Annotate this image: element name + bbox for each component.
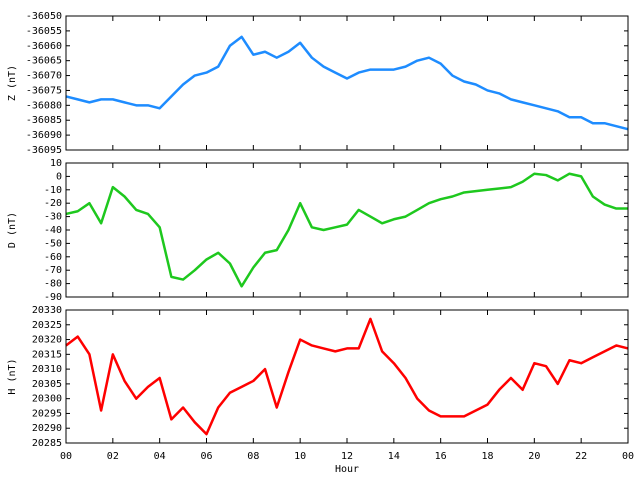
plot-frame <box>65 162 629 298</box>
y-tick-label: -50 <box>44 238 62 249</box>
x-tick-label: 02 <box>107 451 119 462</box>
plot-frame <box>65 15 629 151</box>
y-axis-label: Z (nT) <box>7 65 18 101</box>
x-tick-label: 22 <box>575 451 587 462</box>
y-tick-label: 10 <box>50 158 62 169</box>
x-tick-label: 00 <box>60 451 72 462</box>
x-tick-label: 00 <box>622 451 634 462</box>
y-tick-label: -40 <box>44 225 62 236</box>
data-line <box>65 172 628 288</box>
y-tick-label: -36065 <box>26 56 62 67</box>
x-tick-label: 18 <box>481 451 493 462</box>
y-tick-label: -10 <box>44 185 62 196</box>
y-tick-label: -20 <box>44 198 62 209</box>
y-tick-label: -70 <box>44 265 62 276</box>
data-line <box>65 35 629 131</box>
y-tick-label: -36095 <box>26 145 62 156</box>
y-tick-label: -36070 <box>26 71 62 82</box>
y-tick-label: -30 <box>44 212 62 223</box>
x-tick-label: 04 <box>154 451 166 462</box>
y-tick-label: 20305 <box>32 379 62 390</box>
y-tick-label: 20295 <box>32 408 62 419</box>
x-tick-label: 16 <box>435 451 447 462</box>
y-tick-label: -36085 <box>26 115 62 126</box>
y-tick-label: 20315 <box>32 349 62 360</box>
y-tick-label: 20330 <box>32 305 62 316</box>
y-tick-label: 20290 <box>32 423 62 434</box>
y-tick-label: -90 <box>44 292 62 303</box>
y-tick-label: -36090 <box>26 130 62 141</box>
y-tick-label: 20285 <box>32 438 62 449</box>
y-tick-label: -36055 <box>26 26 62 37</box>
y-tick-label: -36080 <box>26 100 62 111</box>
y-axis-label: H (nT) <box>7 358 18 394</box>
plot-frame <box>65 309 629 444</box>
data-line <box>65 317 629 436</box>
x-tick-label: 20 <box>528 451 540 462</box>
y-tick-label: -80 <box>44 279 62 290</box>
y-tick-label: -36050 <box>26 11 62 22</box>
y-tick-label: -60 <box>44 252 62 263</box>
y-tick-label: 20325 <box>32 320 62 331</box>
y-tick-label: 20320 <box>32 335 62 346</box>
y-tick-label: 20300 <box>32 394 62 405</box>
y-axis-label: D (nT) <box>7 212 18 248</box>
y-tick-label: -36075 <box>26 85 62 96</box>
x-tick-label: 14 <box>388 451 400 462</box>
y-tick-label: 20310 <box>32 364 62 375</box>
y-tick-label: -36060 <box>26 41 62 52</box>
y-tick-label: 0 <box>56 171 62 182</box>
x-tick-label: 12 <box>341 451 353 462</box>
x-axis-label: Hour <box>335 464 359 475</box>
x-tick-label: 10 <box>294 451 306 462</box>
x-tick-label: 08 <box>247 451 259 462</box>
x-tick-label: 06 <box>200 451 212 462</box>
